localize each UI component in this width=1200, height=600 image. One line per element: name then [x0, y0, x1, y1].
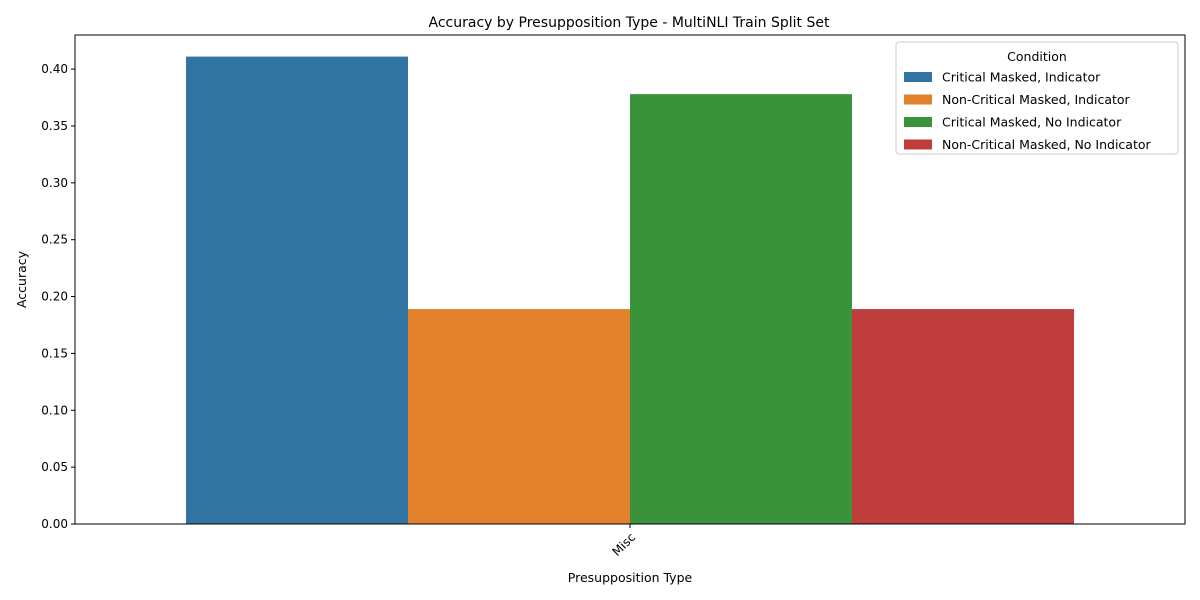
- legend-items: Critical Masked, Indicator Non-Critical M…: [904, 70, 1152, 152]
- bar-1-0: [408, 309, 630, 524]
- legend-label-2: Critical Masked, No Indicator: [942, 115, 1122, 130]
- y-tick-label: 0.15: [41, 346, 68, 360]
- legend-swatch-1: [904, 94, 932, 105]
- x-axis-label: Presupposition Type: [568, 570, 693, 585]
- y-tick-label: 0.35: [41, 119, 68, 133]
- legend: Condition Critical Masked, Indicator Non-…: [895, 41, 1179, 155]
- y-axis: 0.00 0.05 0.10 0.15 0.20 0.25 0.30 0.35 0.40: [41, 62, 75, 531]
- legend-swatch-2: [904, 117, 932, 127]
- y-tick-label: 0.20: [41, 290, 68, 304]
- bar-2-0: [630, 94, 852, 524]
- legend-swatch-3: [904, 139, 932, 150]
- y-tick-label: 0.10: [41, 403, 68, 417]
- y-tick-label: 0.25: [41, 233, 68, 247]
- y-axis-label: Accuracy: [14, 250, 29, 308]
- bars-group: [186, 56, 1074, 525]
- legend-title: Condition: [1007, 49, 1067, 64]
- y-tick-label: 0.05: [41, 460, 68, 474]
- x-tick-label: Misc: [609, 530, 638, 559]
- y-tick-label: 0.00: [41, 517, 68, 531]
- legend-label-1: Non-Critical Masked, Indicator: [942, 92, 1131, 107]
- x-axis: Misc: [609, 524, 638, 559]
- bar-0-0: [186, 56, 408, 525]
- legend-label-3: Non-Critical Masked, No Indicator: [942, 137, 1152, 152]
- plot-frame: [74, 34, 1186, 525]
- chart-title: Accuracy by Presupposition Type - MultiN…: [429, 15, 830, 31]
- legend-box: [895, 41, 1179, 155]
- y-tick-label: 0.40: [41, 62, 68, 76]
- legend-swatch-0: [904, 72, 932, 82]
- y-tick-label: 0.30: [41, 176, 68, 190]
- legend-label-0: Critical Masked, Indicator: [942, 70, 1101, 85]
- bar-3-0: [852, 309, 1074, 524]
